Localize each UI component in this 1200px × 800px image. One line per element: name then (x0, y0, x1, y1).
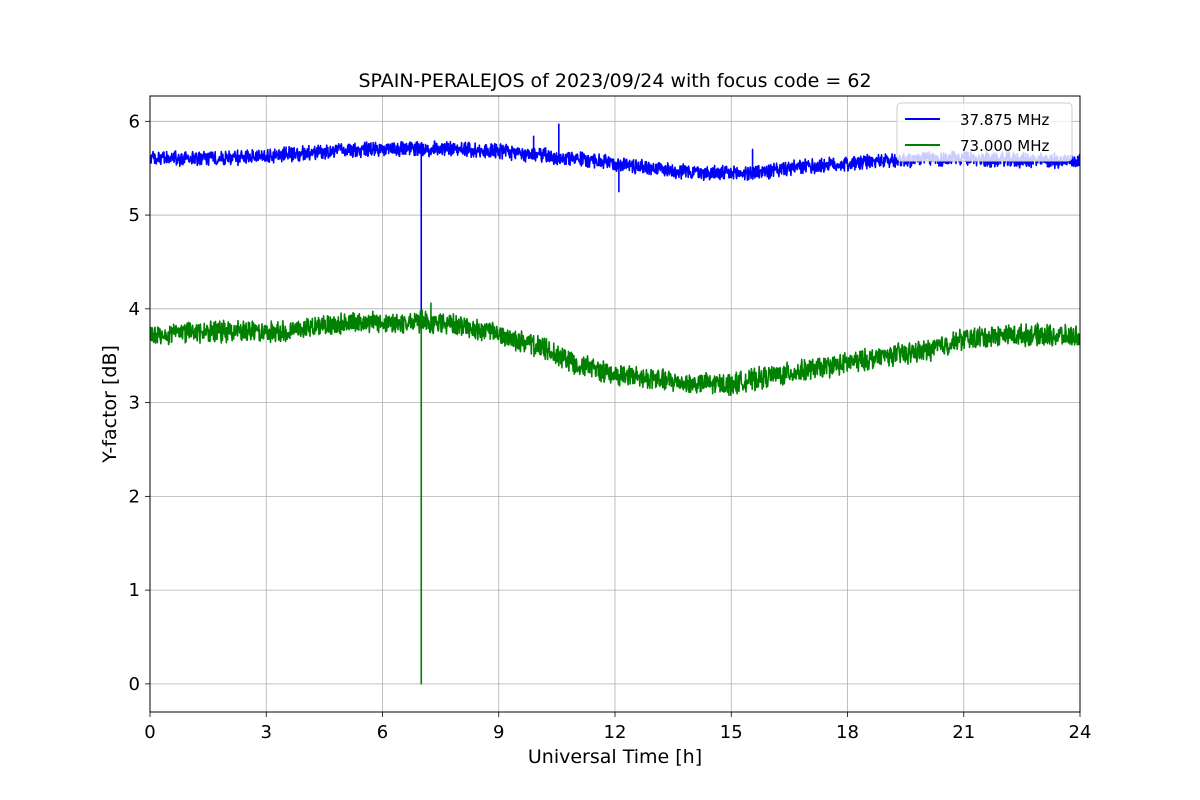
x-tick-label: 6 (377, 722, 388, 743)
y-tick-label: 3 (129, 393, 140, 414)
x-tick-label: 3 (261, 722, 272, 743)
y-tick-label: 6 (129, 111, 140, 132)
legend: 37.875 MHz 73.000 MHz (896, 102, 1073, 162)
x-tick-label: 15 (720, 722, 743, 743)
x-axis: 0 3 6 9 12 15 18 21 24 (144, 712, 1091, 743)
legend-box (896, 102, 1073, 162)
y-tick-label: 1 (129, 580, 140, 601)
y-axis: 0 1 2 3 4 5 6 (129, 111, 150, 695)
x-tick-label: 18 (836, 722, 859, 743)
y-axis-label: Y-factor [dB] (99, 345, 121, 464)
chart-title: SPAIN-PERALEJOS of 2023/09/24 with focus… (358, 70, 871, 92)
x-tick-label: 24 (1069, 722, 1092, 743)
x-tick-label: 9 (493, 722, 504, 743)
x-tick-label: 0 (144, 722, 155, 743)
grid (149, 96, 1081, 712)
legend-label-37875: 37.875 MHz (960, 111, 1049, 129)
legend-label-73000: 73.000 MHz (960, 137, 1049, 155)
y-tick-label: 4 (129, 299, 140, 320)
x-tick-label: 21 (952, 722, 975, 743)
y-tick-label: 0 (129, 674, 140, 695)
x-tick-label: 12 (604, 722, 627, 743)
y-tick-label: 5 (129, 205, 140, 226)
series-line-73-000-mhz (150, 302, 1080, 685)
y-tick-label: 2 (129, 486, 140, 507)
x-axis-label: Universal Time [h] (528, 746, 702, 768)
